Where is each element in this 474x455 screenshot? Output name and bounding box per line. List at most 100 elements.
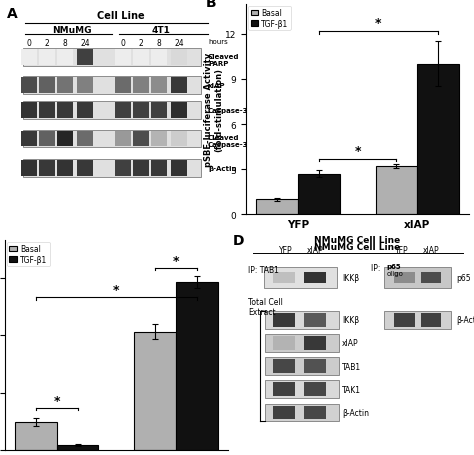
Bar xyxy=(134,332,176,450)
Bar xyxy=(57,51,73,66)
Bar xyxy=(384,311,451,329)
Text: p65: p65 xyxy=(456,273,471,283)
Text: *: * xyxy=(113,283,119,297)
Text: 2: 2 xyxy=(138,39,143,48)
Text: *: * xyxy=(355,145,361,158)
Bar xyxy=(77,161,93,177)
Bar xyxy=(39,78,55,93)
Text: TAB1: TAB1 xyxy=(342,362,361,371)
Bar xyxy=(77,103,93,119)
Text: TAK1: TAK1 xyxy=(342,385,361,394)
Bar xyxy=(115,161,131,177)
Bar xyxy=(39,103,55,119)
Bar xyxy=(176,282,218,450)
Text: IP:: IP: xyxy=(371,263,383,272)
Text: xIAP: xIAP xyxy=(307,246,323,255)
Y-axis label: pSBE-luciferase Activity
(fold-stimulation): pSBE-luciferase Activity (fold-stimulati… xyxy=(204,53,223,167)
Bar xyxy=(57,131,73,147)
Text: YFP: YFP xyxy=(279,246,293,255)
Bar xyxy=(133,161,149,177)
Text: xIAP: xIAP xyxy=(208,83,226,89)
Text: xIAP: xIAP xyxy=(423,246,439,255)
Bar xyxy=(21,161,37,177)
Bar xyxy=(421,313,441,327)
Bar xyxy=(23,160,201,177)
Bar xyxy=(304,313,326,327)
Bar xyxy=(77,78,93,93)
Bar xyxy=(151,161,167,177)
Text: 8: 8 xyxy=(63,39,67,48)
Text: IP: TAB1: IP: TAB1 xyxy=(248,265,279,274)
Text: 24: 24 xyxy=(80,39,90,48)
Bar xyxy=(39,131,55,147)
Bar xyxy=(304,406,326,420)
Bar xyxy=(265,334,338,352)
Text: 24: 24 xyxy=(174,39,184,48)
Bar xyxy=(77,51,93,66)
Bar xyxy=(375,167,417,215)
Bar xyxy=(23,102,201,120)
Text: B: B xyxy=(206,0,216,10)
Bar xyxy=(304,383,326,396)
Text: NMuMG Cell Line: NMuMG Cell Line xyxy=(314,242,401,251)
Text: *: * xyxy=(375,17,382,30)
Bar xyxy=(39,51,55,66)
Bar xyxy=(115,103,131,119)
Bar xyxy=(304,359,326,373)
Bar xyxy=(23,76,201,95)
Text: YFP: YFP xyxy=(395,246,409,255)
Text: Caspase-3: Caspase-3 xyxy=(208,108,248,114)
Bar xyxy=(57,78,73,93)
Text: Cleaved
Caspase-3: Cleaved Caspase-3 xyxy=(208,135,248,148)
Bar xyxy=(256,200,298,215)
Bar xyxy=(23,49,201,67)
Text: hours: hours xyxy=(208,39,228,45)
Text: p65: p65 xyxy=(387,263,401,269)
Bar xyxy=(151,78,167,93)
Bar xyxy=(151,103,167,119)
Text: 2: 2 xyxy=(45,39,50,48)
Bar xyxy=(21,78,37,93)
Text: oligo: oligo xyxy=(387,271,403,277)
Text: β-Actin: β-Actin xyxy=(342,408,369,417)
Text: xIAP: xIAP xyxy=(342,339,359,348)
Bar xyxy=(133,78,149,93)
Bar xyxy=(115,78,131,93)
Bar xyxy=(171,131,187,147)
Bar xyxy=(57,445,99,450)
Bar xyxy=(57,103,73,119)
Bar xyxy=(21,103,37,119)
Bar xyxy=(273,359,295,373)
Bar xyxy=(15,422,57,450)
Bar xyxy=(115,51,131,66)
Bar xyxy=(264,268,337,288)
Bar xyxy=(273,272,295,284)
Bar xyxy=(171,161,187,177)
Bar xyxy=(273,406,295,420)
Bar xyxy=(171,103,187,119)
Bar xyxy=(273,336,295,350)
Text: *: * xyxy=(54,394,60,407)
Bar xyxy=(273,383,295,396)
Bar xyxy=(133,103,149,119)
Bar xyxy=(21,51,37,66)
Bar xyxy=(133,131,149,147)
Legend: Basal, TGF-β1: Basal, TGF-β1 xyxy=(7,243,50,267)
Text: Cleaved
PARP: Cleaved PARP xyxy=(208,54,239,67)
Bar xyxy=(417,65,459,215)
Text: 0: 0 xyxy=(121,39,126,48)
Bar xyxy=(304,336,326,350)
Bar xyxy=(394,273,415,283)
Text: β-Actin: β-Actin xyxy=(208,166,237,172)
Bar xyxy=(133,51,149,66)
Bar xyxy=(298,174,340,215)
Text: NMuMG: NMuMG xyxy=(52,25,91,35)
Bar xyxy=(304,272,326,284)
Bar xyxy=(115,131,131,147)
Bar xyxy=(171,78,187,93)
Text: β-Actin: β-Actin xyxy=(456,316,474,324)
Text: Total Cell
Extract: Total Cell Extract xyxy=(248,297,283,316)
Text: 0: 0 xyxy=(27,39,32,48)
Text: A: A xyxy=(7,7,18,20)
Bar xyxy=(21,131,37,147)
